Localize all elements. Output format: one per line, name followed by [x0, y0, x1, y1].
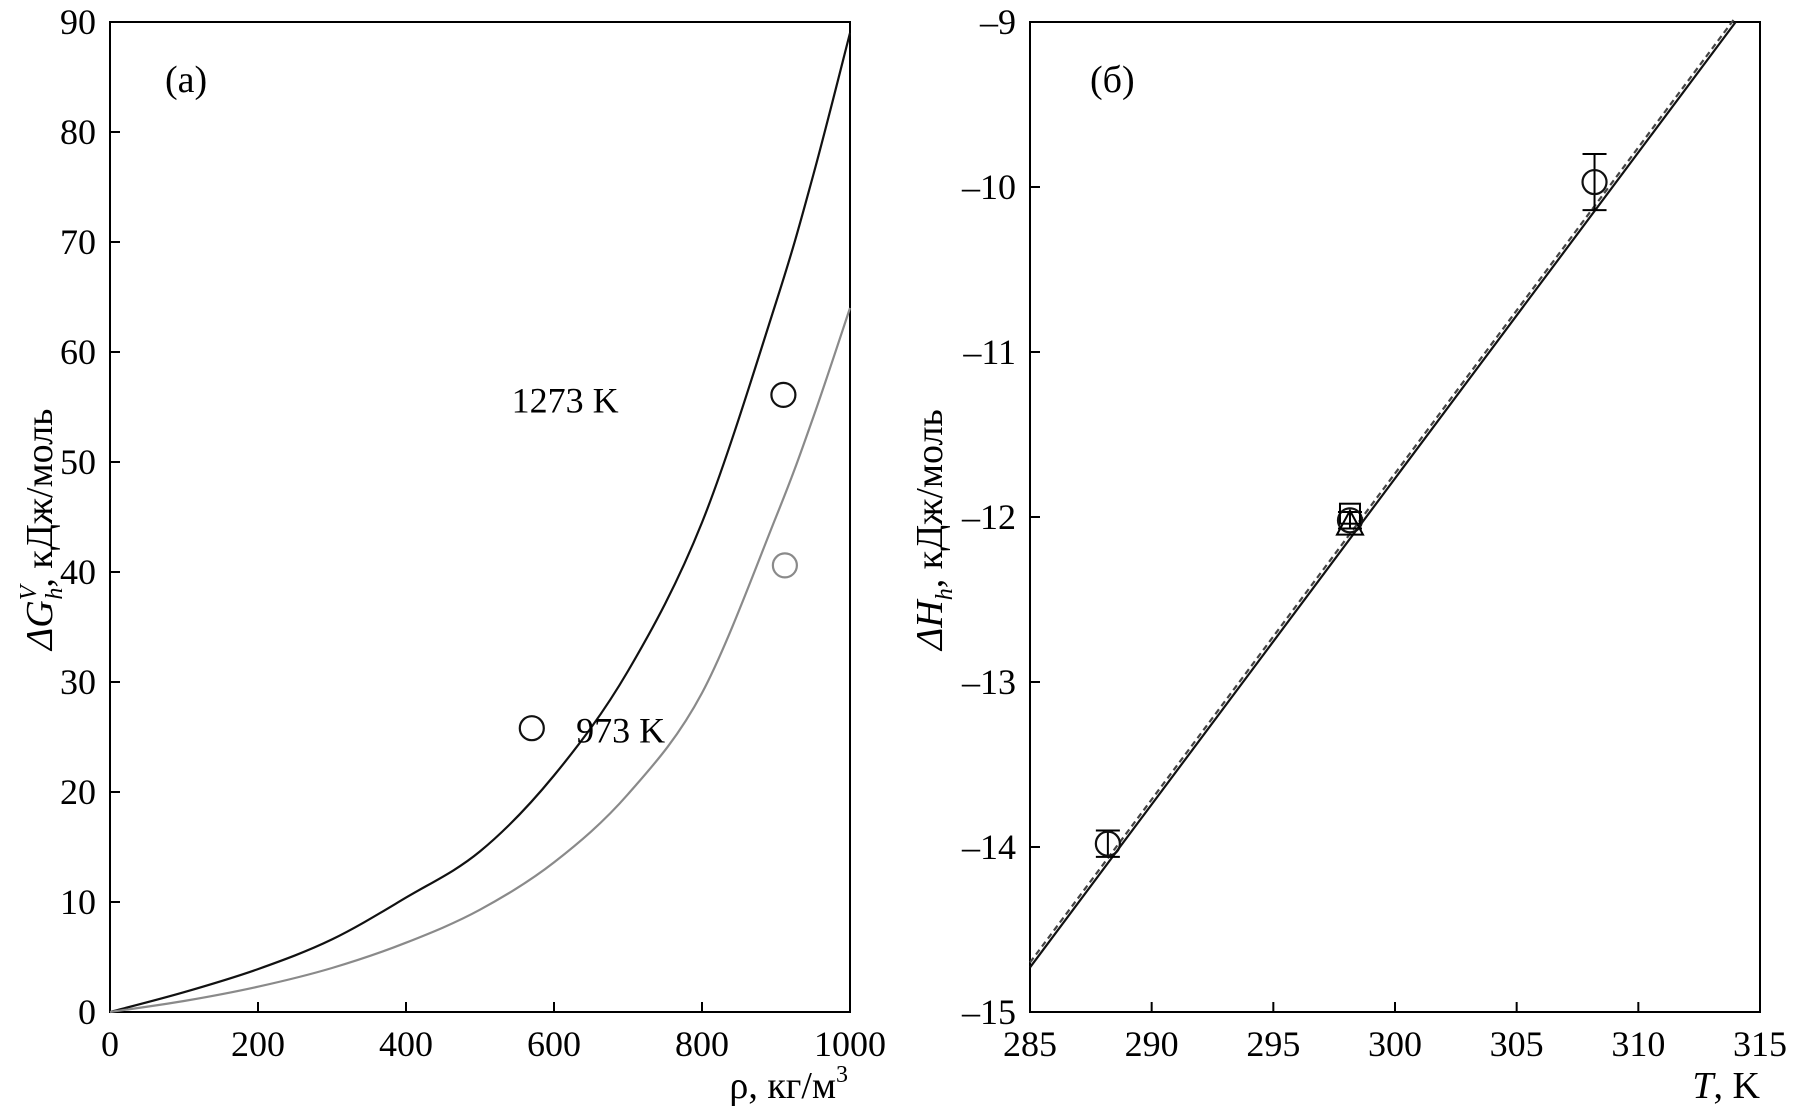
panel-a-y-axis-label: ΔGVh, кДж/моль	[16, 409, 68, 652]
panel-a-label: (а)	[165, 59, 207, 101]
data-point-circle	[1336, 507, 1364, 534]
panel-b-y-tick-label: –11	[962, 332, 1016, 372]
panel-a-y-tick-label: 90	[60, 2, 96, 42]
panel-b-x-axis-label: T, K	[1692, 1065, 1760, 1107]
annotation-973k: 973 K	[576, 711, 665, 751]
panel-a-points	[518, 381, 798, 742]
panel-b-label: (б)	[1090, 59, 1135, 101]
panel-a-x-tick-label: 600	[527, 1024, 581, 1064]
panel-b-x-tick-label: 310	[1611, 1024, 1665, 1064]
data-point-circle	[1581, 168, 1608, 196]
panel-a-y-axis-label-prefix: ΔG	[19, 600, 61, 652]
panel-b-x-tick-label: 285	[1003, 1024, 1057, 1064]
panel-a-x-ticks: 0 200 400 600 800 1000	[101, 1002, 886, 1064]
panel-a-x-tick-label: 1000	[814, 1024, 886, 1064]
panel-a-y-tick-label: 10	[60, 882, 96, 922]
panel-a-y-axis-label-sub: h	[42, 588, 68, 600]
panel-a-x-axis-label: ρ, кг/м3	[729, 1062, 848, 1107]
panel-a-y-tick-label: 50	[60, 442, 96, 482]
data-point-circle	[771, 552, 798, 579]
data-point-square	[1338, 502, 1361, 525]
panel-a-x-tick-label: 400	[379, 1024, 433, 1064]
panel-a-series-line	[109, 32, 852, 1014]
panel-b: 285 290 295 300 305 310 315 –15 –14 –13 –12 –11 –10…	[909, 2, 1787, 1107]
panel-b-y-tick-label: –15	[961, 992, 1016, 1032]
panel-a-y-tick-label: 30	[60, 662, 96, 702]
panel-b-x-tick-label: 305	[1490, 1024, 1544, 1064]
panel-a-series-line	[109, 307, 852, 1014]
panel-b-x-tick-label: 300	[1368, 1024, 1422, 1064]
panel-a-y-tick-label: 70	[60, 222, 96, 262]
panel-a-y-tick-label: 80	[60, 112, 96, 152]
panel-b-y-ticks: –15 –14 –13 –12 –11 –10 –9	[961, 2, 1040, 1032]
panel-a-x-tick-label: 200	[231, 1024, 285, 1064]
panel-a-x-tick-label: 800	[675, 1024, 729, 1064]
panel-b-x-tick-label: 295	[1246, 1024, 1300, 1064]
panel-b-points	[1094, 153, 1608, 858]
panel-a-series	[109, 32, 852, 1014]
panel-a-frame	[109, 21, 851, 1013]
panel-b-y-axis-label-suffix: , кДж/моль	[909, 409, 951, 588]
panel-a-y-axis-label-sup: V	[16, 583, 42, 600]
panel-a-y-tick-label: 20	[60, 772, 96, 812]
panel-b-x-tick-label: 315	[1733, 1024, 1787, 1064]
panel-a: 0 200 400 600 800 1000 0 10 20 30 40 50 60 70 80 90 (а…	[16, 2, 886, 1107]
panel-b-series-line	[1029, 21, 1737, 969]
panel-a-y-tick-label: 60	[60, 332, 96, 372]
panel-b-y-axis-label-sub: h	[932, 588, 958, 600]
data-point-triangle	[1335, 508, 1365, 536]
panel-b-x-axis-label-var: T	[1692, 1065, 1716, 1107]
panel-b-x-ticks: 285 290 295 300 305 310 315	[1003, 1002, 1787, 1064]
panel-b-y-tick-label: –13	[961, 662, 1016, 702]
panel-b-y-axis-label: ΔHh, кДж/моль	[909, 409, 958, 652]
panel-a-y-tick-label: 0	[78, 992, 96, 1032]
data-point-circle	[518, 715, 545, 742]
data-point-circle	[770, 381, 797, 408]
panel-b-x-axis-label-unit: , K	[1714, 1065, 1761, 1107]
panel-a-x-axis-label-text: ρ, кг/м	[729, 1065, 836, 1107]
panel-b-series	[1029, 16, 1737, 969]
panel-a-x-tick-label: 0	[101, 1024, 119, 1064]
panel-b-series-line	[1029, 16, 1737, 964]
panel-b-y-tick-label: –12	[961, 497, 1016, 537]
panel-b-y-tick-label: –10	[961, 167, 1016, 207]
annotation-1273k: 1273 K	[512, 381, 619, 421]
panel-b-y-tick-label: –14	[961, 827, 1016, 867]
panel-b-x-tick-label: 290	[1125, 1024, 1179, 1064]
panel-b-y-tick-label: –9	[979, 2, 1016, 42]
panel-a-x-axis-label-sup: 3	[836, 1062, 848, 1088]
panel-b-y-axis-label-prefix: ΔH	[909, 598, 951, 652]
data-point-circle	[1094, 830, 1121, 857]
panel-a-y-axis-label-suffix: , кДж/моль	[19, 409, 61, 588]
panel-a-y-tick-label: 40	[60, 552, 96, 592]
panel-b-frame	[1029, 21, 1761, 1013]
